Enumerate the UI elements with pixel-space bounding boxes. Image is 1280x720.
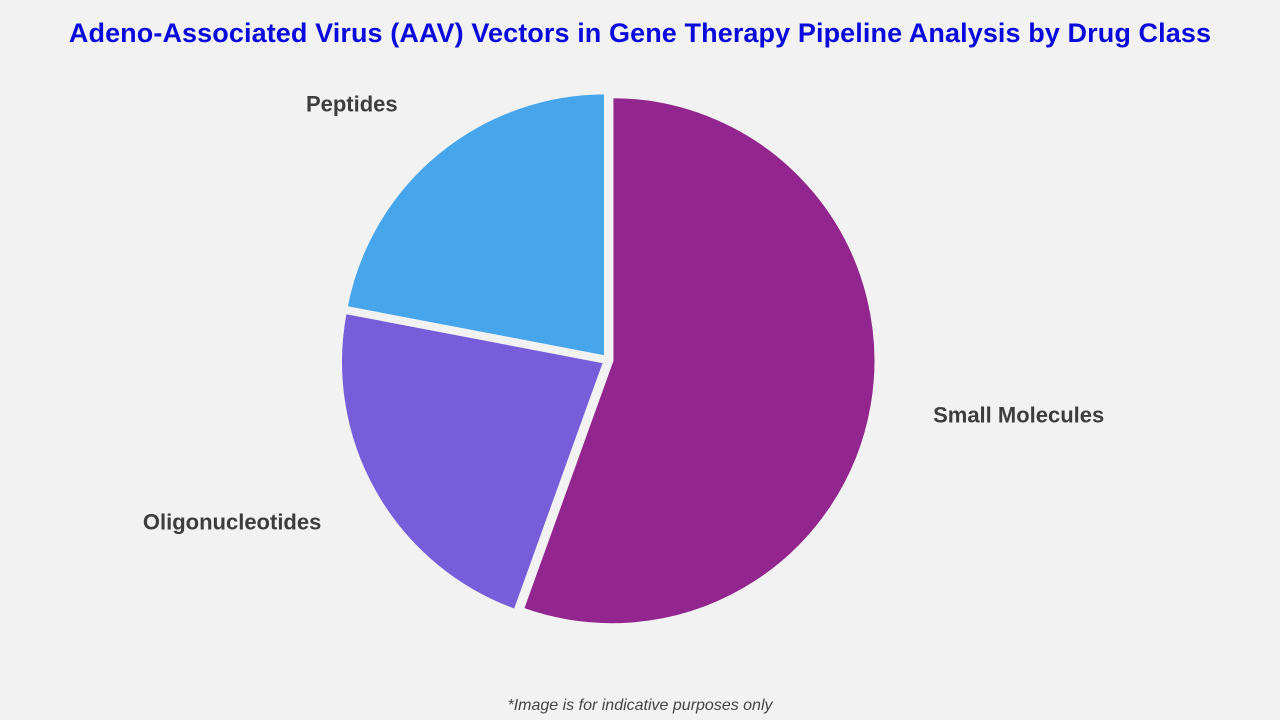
pie-label-peptides: Peptides [306, 92, 398, 117]
pie-slices [339, 91, 878, 627]
pie-label-oligonucleotides: Oligonucleotides [143, 509, 321, 534]
chart-title: Adeno-Associated Virus (AAV) Vectors in … [68, 18, 1212, 48]
pie-slice-peptides [344, 91, 607, 359]
pie-slice-oligonucleotides [339, 311, 607, 612]
footnote: *Image is for indicative purposes only [507, 697, 773, 714]
pie-slice-small-molecules [521, 95, 878, 627]
pie-labels: Small Molecules Oligonucleotides Peptides [143, 92, 1104, 535]
pie-label-small-molecules: Small Molecules [933, 403, 1104, 428]
